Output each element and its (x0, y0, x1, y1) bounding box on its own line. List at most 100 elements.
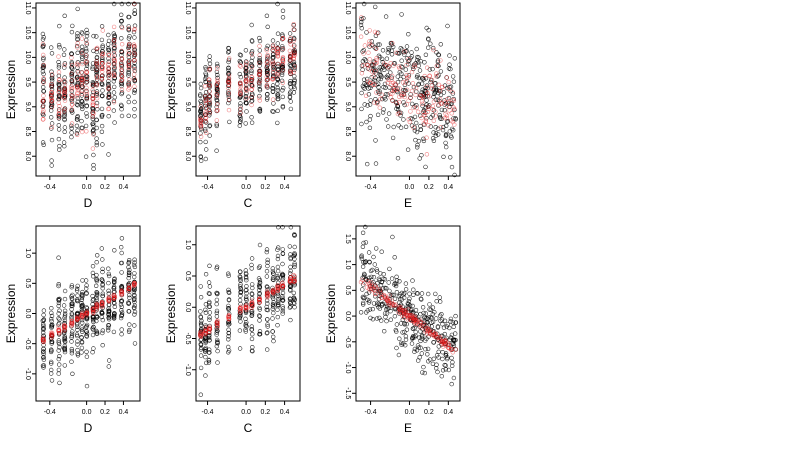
observed-point (48, 115, 54, 120)
observed-point (41, 346, 46, 352)
observed-point (214, 61, 220, 67)
y-axis-label: Expression (164, 60, 178, 119)
fitted-point (244, 96, 249, 101)
fitted-point (99, 69, 105, 74)
observed-point (56, 316, 61, 321)
observed-point (132, 78, 138, 84)
observed-point (79, 30, 85, 35)
observed-point (90, 350, 95, 355)
observed-point (84, 33, 90, 39)
observed-point (449, 135, 454, 140)
fitted-point (215, 66, 220, 71)
fitted-point (56, 327, 62, 333)
observed-point (448, 316, 454, 322)
fitted-point (94, 103, 99, 109)
observed-point (106, 47, 111, 52)
observed-point (424, 25, 429, 31)
fitted-point (425, 91, 430, 96)
fitted-point (280, 80, 285, 86)
observed-point (198, 108, 203, 113)
observed-point (418, 338, 423, 344)
observed-point (372, 262, 377, 267)
observed-point (49, 69, 54, 74)
fitted-point (385, 300, 391, 305)
fitted-point (56, 69, 62, 75)
observed-point (397, 50, 402, 56)
fitted-point (244, 305, 249, 311)
observed-point (69, 333, 75, 339)
observed-point (132, 264, 138, 270)
observed-point (74, 74, 80, 80)
fitted-points (40, 280, 137, 345)
observed-point (214, 264, 220, 269)
fitted-point (75, 90, 80, 95)
observed-point (80, 278, 85, 283)
observed-point (40, 44, 46, 50)
observed-point (292, 65, 297, 71)
observed-point (396, 51, 401, 56)
fitted-point (94, 307, 100, 312)
observed-point (62, 288, 68, 294)
x-tick-label: -0.4 (202, 409, 214, 416)
observed-point (384, 74, 389, 80)
observed-point (375, 269, 380, 274)
observed-point (415, 145, 420, 150)
fitted-point (397, 94, 402, 100)
observed-point (207, 299, 212, 305)
observed-point (203, 338, 208, 343)
fitted-point (132, 77, 138, 82)
observed-point (257, 305, 262, 311)
observed-point (444, 324, 449, 329)
observed-point (362, 102, 367, 107)
observed-point (436, 126, 441, 131)
observed-point (413, 307, 419, 313)
observed-point (440, 356, 445, 362)
observed-point (409, 341, 415, 346)
observed-point (84, 383, 90, 389)
fitted-point (204, 130, 209, 136)
observed-point (106, 113, 111, 119)
observed-point (119, 90, 125, 95)
y-tick-label: 8.5 (184, 127, 191, 137)
fitted-point (74, 93, 80, 99)
fitted-point (90, 310, 96, 315)
observed-point (206, 358, 212, 363)
observed-point (79, 304, 84, 309)
observed-point (126, 272, 132, 278)
observed-point (106, 32, 111, 38)
observed-point (94, 49, 100, 55)
observed-point (426, 37, 431, 42)
fitted-point (437, 96, 443, 102)
observed-point (411, 310, 416, 315)
fitted-point (94, 305, 100, 310)
observed-point (203, 354, 208, 360)
observed-point (79, 320, 85, 325)
observed-point (376, 53, 382, 58)
observed-point (127, 295, 132, 300)
observed-point (280, 103, 286, 109)
observed-point (449, 381, 454, 387)
observed-point (360, 300, 366, 306)
fitted-point (424, 135, 429, 140)
observed-point (100, 257, 105, 262)
fitted-point (361, 51, 366, 56)
observed-point (214, 301, 219, 307)
observed-point (244, 271, 249, 277)
fitted-point (198, 122, 203, 128)
fitted-point (132, 52, 138, 57)
observed-point (425, 346, 431, 352)
observed-point (448, 335, 454, 340)
fitted-point (111, 55, 117, 61)
fitted-point (69, 107, 74, 112)
observed-point (276, 280, 281, 285)
observed-point (56, 80, 62, 85)
fitted-point (365, 79, 371, 84)
fitted-point (94, 90, 99, 96)
observed-point (404, 327, 410, 332)
observed-point (363, 58, 369, 63)
observed-point (40, 31, 46, 37)
observed-point (100, 317, 106, 323)
fitted-point (442, 115, 447, 121)
observed-point (132, 99, 137, 105)
fitted-point (426, 104, 431, 110)
